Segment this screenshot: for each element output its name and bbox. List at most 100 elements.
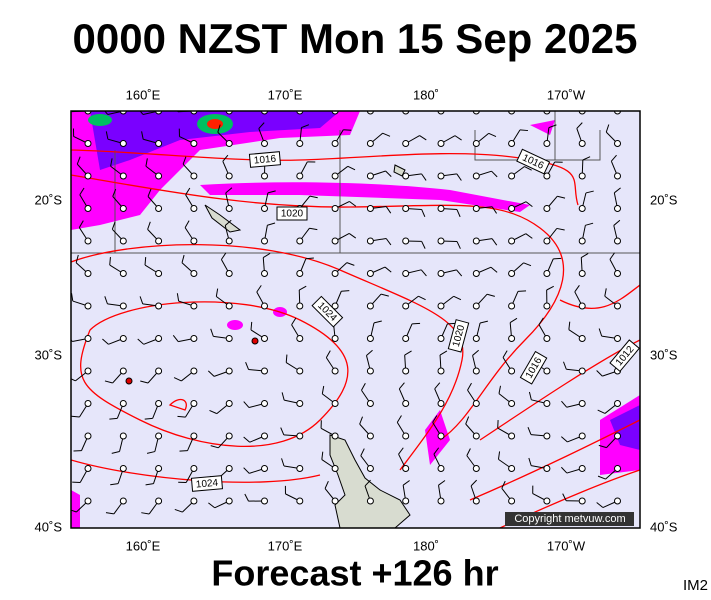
barb-station xyxy=(437,335,445,342)
barb-feather xyxy=(491,170,498,178)
barb-station xyxy=(296,400,304,407)
barb-station xyxy=(261,205,268,212)
barb-feather xyxy=(185,187,191,196)
barb-station xyxy=(366,465,374,472)
barb-station xyxy=(331,237,339,245)
barb-station xyxy=(119,302,127,310)
barb-station xyxy=(155,140,163,147)
barb-feather xyxy=(309,227,318,231)
barb-station xyxy=(472,432,480,440)
barb-feather xyxy=(321,385,325,394)
barb-station xyxy=(84,172,92,180)
barb-station xyxy=(261,140,268,147)
barb-station xyxy=(614,270,621,277)
barb-station xyxy=(472,367,480,375)
wind-barbs xyxy=(71,92,621,515)
barb-feather xyxy=(482,96,490,97)
barb-feather xyxy=(176,293,180,302)
barb-feather xyxy=(597,475,606,480)
barb-feather xyxy=(364,479,371,487)
isobar-label: 1024 xyxy=(195,478,219,491)
barb-feather xyxy=(141,131,144,140)
barb-feather xyxy=(262,252,271,258)
barb-station xyxy=(366,400,374,407)
barb-feather xyxy=(548,124,557,129)
barb-station xyxy=(402,432,410,440)
lat-label: 20˚S xyxy=(35,192,63,207)
barb-station xyxy=(366,432,374,440)
barb-station xyxy=(190,302,198,310)
barb-station xyxy=(84,237,92,245)
barb-feather xyxy=(359,416,363,425)
barb-feather xyxy=(71,378,76,382)
barb-feather xyxy=(568,321,571,330)
barb-station xyxy=(119,237,127,245)
barb-station xyxy=(119,367,127,375)
barb-station xyxy=(437,432,445,440)
barb-feather xyxy=(596,502,604,508)
barb-station xyxy=(508,497,516,505)
barb-feather xyxy=(581,253,589,258)
barb-feather xyxy=(144,257,147,266)
rain-cell xyxy=(71,490,80,528)
barb-feather xyxy=(557,195,566,199)
barb-feather xyxy=(513,92,520,95)
barb-feather xyxy=(145,158,148,167)
barb-station xyxy=(508,237,516,245)
barb-feather xyxy=(336,92,343,95)
barb-feather xyxy=(523,262,532,267)
barb-feather xyxy=(466,448,471,456)
barb-feather xyxy=(212,99,213,107)
barb-station xyxy=(84,465,92,472)
barb-feather xyxy=(321,451,324,460)
barb-feather xyxy=(563,361,567,370)
barb-feather xyxy=(472,349,479,356)
barb-feather xyxy=(225,187,233,194)
barb-station xyxy=(261,237,268,245)
barb-station xyxy=(119,140,127,147)
barb-feather xyxy=(501,480,506,489)
barb-station xyxy=(84,205,92,212)
barb-feather xyxy=(105,512,114,515)
barb-station xyxy=(437,497,445,505)
barb-station xyxy=(402,205,410,212)
barb-station xyxy=(119,497,127,505)
barb-station xyxy=(331,302,339,310)
barb-station xyxy=(472,205,480,212)
barb-station xyxy=(578,400,586,407)
barb-feather xyxy=(285,354,288,363)
barb-station xyxy=(437,172,445,180)
barb-feather xyxy=(347,165,356,171)
barb-feather xyxy=(267,222,276,226)
barb-staff xyxy=(370,111,371,112)
barb-feather xyxy=(509,317,518,323)
barb-station xyxy=(578,335,586,342)
barb-feather xyxy=(104,380,113,384)
barb-station xyxy=(84,400,92,407)
barb-station xyxy=(84,270,92,277)
land xyxy=(204,164,411,528)
barb-feather xyxy=(421,209,426,218)
barb-feather xyxy=(561,400,568,408)
barb-station xyxy=(614,302,621,310)
barb-station xyxy=(402,140,410,147)
barb-feather xyxy=(182,156,187,165)
barb-staff xyxy=(511,111,513,112)
barb-station xyxy=(508,465,516,472)
barb-station xyxy=(402,367,410,375)
barb-station xyxy=(225,205,233,212)
barb-feather xyxy=(343,129,352,131)
barb-feather xyxy=(418,295,426,301)
isobar-label: 1020 xyxy=(281,209,304,220)
barb-feather xyxy=(601,98,602,106)
barb-feather xyxy=(384,266,392,273)
barb-station xyxy=(472,302,480,310)
barb-station xyxy=(331,497,339,505)
barb-station xyxy=(366,270,374,277)
barb-station xyxy=(119,205,127,212)
barb-feather xyxy=(519,129,529,132)
barb-station xyxy=(578,140,586,147)
barb-station xyxy=(225,172,233,180)
barb-station xyxy=(543,335,551,342)
